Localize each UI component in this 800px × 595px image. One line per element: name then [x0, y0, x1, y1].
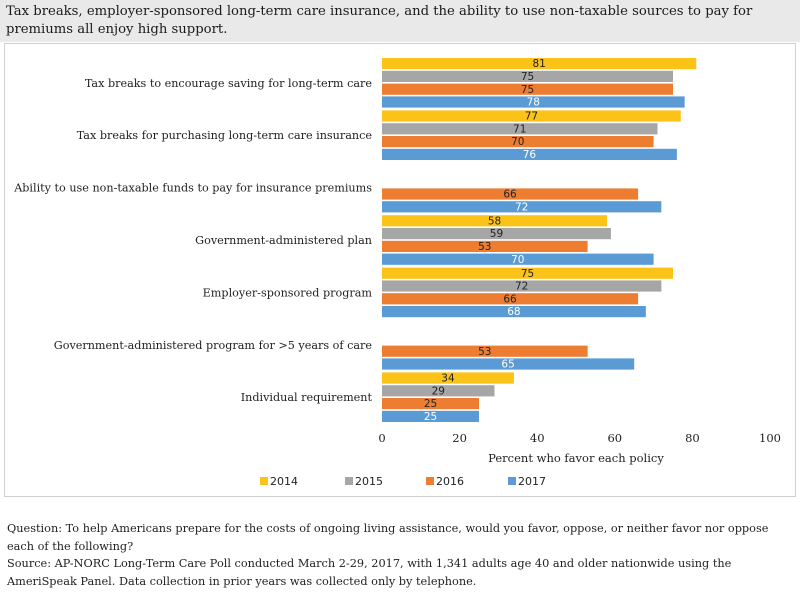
category-label-employer-sponsored-program: Employer-sponsored program: [203, 286, 373, 299]
bar-2015-government-administered-plan: [382, 228, 611, 240]
data-label-2017-tax-breaks-to-encourage-saving-for-long-term-care: 78: [527, 97, 540, 109]
bar-2016-tax-breaks-for-purchasing-long-term-care-insurance: [382, 136, 654, 148]
source-note: Source: AP-NORC Long-Term Care Poll cond…: [7, 557, 732, 588]
legend-label-2014: 2014: [270, 475, 298, 488]
legend: 2014 2015 2016 2017: [260, 475, 546, 488]
bar-2015-individual-requirement: [382, 385, 495, 397]
category-label-government-administered-program-for-5-years-of-care: Government-administered program for >5 y…: [54, 339, 373, 352]
bar-2016-ability-to-use-non-taxable-funds-to-pay-for-insurance-premiums: [382, 188, 639, 200]
data-label-2014-tax-breaks-for-purchasing-long-term-care-insurance: 77: [525, 111, 538, 123]
data-label-2016-employer-sponsored-program: 66: [503, 293, 517, 305]
legend-label-2015: 2015: [355, 475, 383, 488]
x-tick-20: 20: [452, 431, 467, 445]
category-label-ability-to-use-non-taxable-funds-to-pay-for-insurance-premiums: Ability to use non-taxable funds to pay …: [13, 182, 372, 195]
notes: Question: To help Americans prepare for …: [7, 520, 797, 590]
bar-2016-individual-requirement: [382, 398, 479, 410]
data-label-2015-tax-breaks-to-encourage-saving-for-long-term-care: 75: [521, 71, 534, 83]
bar-2017-ability-to-use-non-taxable-funds-to-pay-for-insurance-premiums: [382, 201, 662, 213]
data-label-2015-employer-sponsored-program: 72: [515, 281, 528, 293]
data-label-2014-tax-breaks-to-encourage-saving-for-long-term-care: 81: [532, 58, 545, 70]
bar-2017-government-administered-program-for-5-years-of-care: [382, 358, 635, 370]
bar-2016-employer-sponsored-program: [382, 293, 639, 305]
x-tick-60: 60: [607, 431, 622, 445]
bar-2014-tax-breaks-to-encourage-saving-for-long-term-care: [382, 58, 697, 70]
data-label-2017-ability-to-use-non-taxable-funds-to-pay-for-insurance-premiums: 72: [515, 201, 528, 213]
bar-2015-tax-breaks-for-purchasing-long-term-care-insurance: [382, 123, 658, 135]
data-label-2014-individual-requirement: 34: [441, 373, 455, 385]
x-tick-80: 80: [685, 431, 700, 445]
category-label-government-administered-plan: Government-administered plan: [195, 234, 372, 247]
question-note: Question: To help Americans prepare for …: [7, 522, 769, 553]
x-tick-0: 0: [378, 431, 385, 445]
bar-2014-employer-sponsored-program: [382, 267, 673, 279]
data-label-2017-tax-breaks-for-purchasing-long-term-care-insurance: 76: [523, 149, 537, 161]
category-label-tax-breaks-for-purchasing-long-term-care-insurance: Tax breaks for purchasing long-term care…: [77, 129, 373, 142]
x-tick-40: 40: [530, 431, 545, 445]
bar-2017-employer-sponsored-program: [382, 306, 646, 318]
category-label-tax-breaks-to-encourage-saving-for-long-term-care: Tax breaks to encourage saving for long-…: [85, 77, 373, 90]
legend-swatch-2016: [426, 477, 434, 485]
data-label-2014-employer-sponsored-program: 75: [521, 268, 534, 280]
data-label-2017-government-administered-plan: 70: [511, 254, 524, 266]
bar-2014-tax-breaks-for-purchasing-long-term-care-insurance: [382, 110, 681, 122]
bar-2017-tax-breaks-for-purchasing-long-term-care-insurance: [382, 148, 677, 160]
x-axis: 0 20 40 60 80 100 Percent who favor each polic…: [378, 431, 781, 465]
data-label-2016-ability-to-use-non-taxable-funds-to-pay-for-insurance-premiums: 66: [503, 189, 517, 201]
bar-2016-government-administered-program-for-5-years-of-care: [382, 345, 588, 357]
data-label-2016-tax-breaks-for-purchasing-long-term-care-insurance: 70: [511, 136, 524, 148]
bar-2017-tax-breaks-to-encourage-saving-for-long-term-care: [382, 96, 685, 108]
bar-2017-individual-requirement: [382, 410, 479, 422]
legend-swatch-2017: [508, 477, 516, 485]
x-axis-title: Percent who favor each policy: [488, 451, 664, 465]
data-label-2017-individual-requirement: 25: [424, 411, 437, 423]
chart-frame: [4, 43, 796, 497]
category-label-individual-requirement: Individual requirement: [241, 391, 373, 404]
data-label-2016-tax-breaks-to-encourage-saving-for-long-term-care: 75: [521, 84, 534, 96]
bar-2015-tax-breaks-to-encourage-saving-for-long-term-care: [382, 70, 673, 82]
bar-2017-government-administered-plan: [382, 253, 654, 265]
legend-label-2017: 2017: [518, 475, 546, 488]
data-label-2016-government-administered-plan: 53: [478, 241, 491, 253]
x-tick-100: 100: [759, 431, 781, 445]
bar-2014-individual-requirement: [382, 372, 514, 384]
data-label-2016-government-administered-program-for-5-years-of-care: 53: [478, 346, 491, 358]
bar-2016-government-administered-plan: [382, 240, 588, 252]
data-label-2015-government-administered-plan: 59: [490, 228, 503, 240]
data-label-2015-tax-breaks-for-purchasing-long-term-care-insurance: 71: [513, 123, 526, 135]
bar-2015-employer-sponsored-program: [382, 280, 662, 292]
bar-chart: Tax breaks to encourage saving for long-…: [13, 58, 781, 488]
bars-layer: [382, 58, 697, 422]
data-label-2015-individual-requirement: 29: [432, 385, 445, 397]
bar-2014-government-administered-plan: [382, 215, 608, 227]
legend-swatch-2014: [260, 477, 268, 485]
chart-title: Tax breaks, employer-sponsored long-term…: [6, 4, 753, 37]
legend-swatch-2015: [345, 477, 353, 485]
title-bar: Tax breaks, employer-sponsored long-term…: [0, 0, 800, 42]
data-label-2017-employer-sponsored-program: 68: [507, 306, 520, 318]
labels-layer: Tax breaks to encourage saving for long-…: [13, 58, 546, 423]
data-label-2017-government-administered-program-for-5-years-of-care: 65: [501, 359, 514, 371]
legend-label-2016: 2016: [436, 475, 464, 488]
bar-2016-tax-breaks-to-encourage-saving-for-long-term-care: [382, 83, 673, 95]
data-label-2014-government-administered-plan: 58: [488, 215, 501, 227]
data-label-2016-individual-requirement: 25: [424, 398, 437, 410]
